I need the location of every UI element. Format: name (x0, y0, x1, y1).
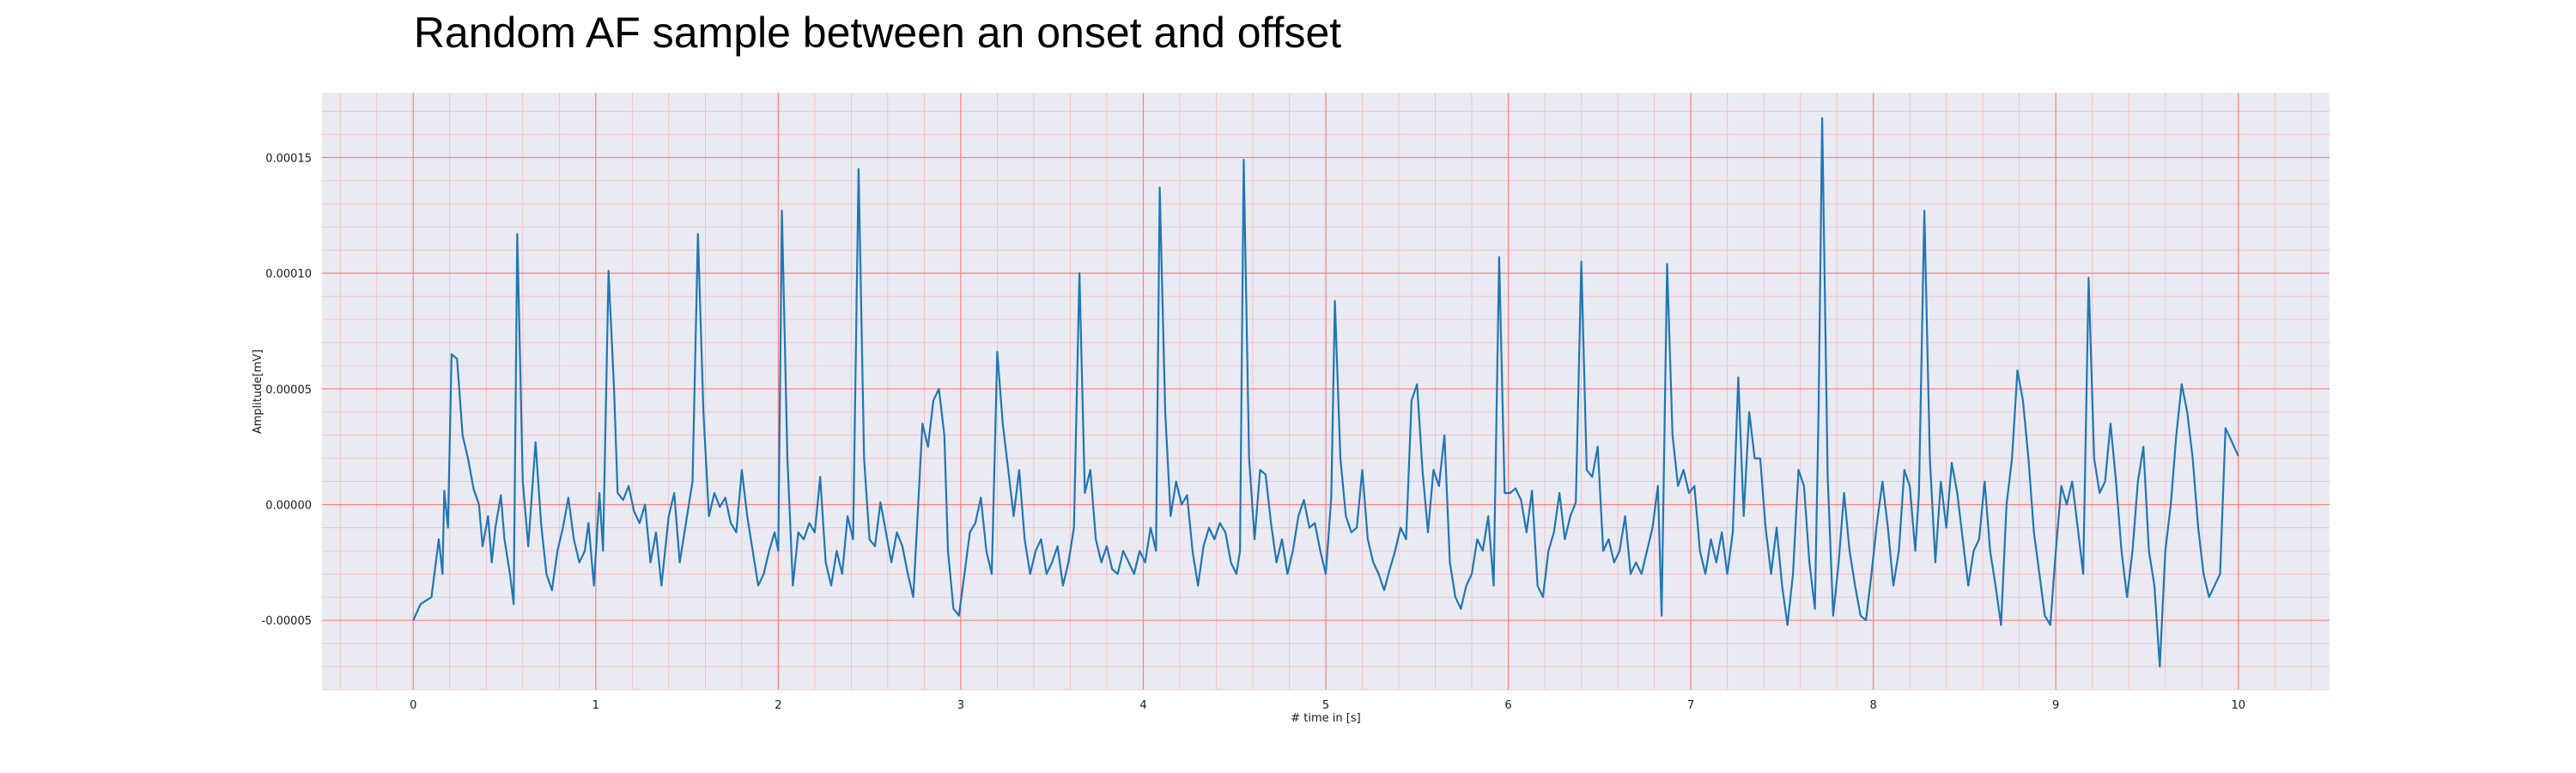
y-axis-ticks: -0.00005 0.00000 0.00005 0.00010 0.00015 (262, 152, 312, 628)
x-tick-label: 1 (592, 699, 599, 712)
x-tick-label: 2 (775, 699, 781, 712)
y-tick-label: 0.00000 (265, 499, 312, 512)
x-tick-label: 10 (2231, 699, 2245, 712)
y-tick-label: -0.00005 (262, 615, 312, 628)
x-tick-label: 6 (1504, 699, 1511, 712)
x-tick-label: 9 (2052, 699, 2059, 712)
chart-title: Random AF sample between an onset and of… (413, 9, 1342, 57)
x-tick-label: 4 (1139, 699, 1146, 712)
y-tick-label: 0.00010 (265, 268, 312, 281)
y-tick-label: 0.00005 (265, 384, 312, 397)
x-tick-label: 0 (410, 699, 416, 712)
x-tick-label: 5 (1322, 699, 1329, 712)
x-axis-label: # time in [s] (1291, 712, 1360, 725)
x-tick-label: 7 (1687, 699, 1694, 712)
series-line-af-signal (412, 117, 2239, 668)
y-axis-label: Amplitude[mV] (252, 350, 264, 434)
major-grid (322, 93, 2330, 690)
y-tick-label: 0.00015 (265, 152, 312, 165)
x-tick-label: 3 (957, 699, 964, 712)
x-tick-label: 8 (1869, 699, 1876, 712)
x-axis-ticks: 0 1 2 3 4 5 6 7 8 9 10 (410, 699, 2245, 712)
